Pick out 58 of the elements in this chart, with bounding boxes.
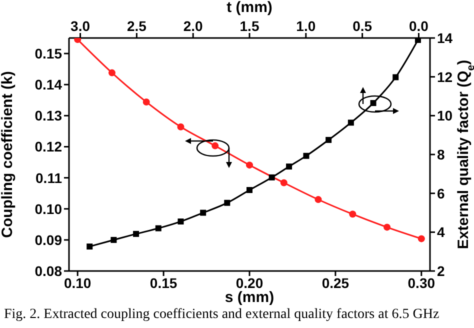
y2-tick-label: 14	[437, 30, 453, 46]
x2-axis-title: t (mm)	[226, 0, 272, 16]
y-tick-label: 0.10	[34, 200, 62, 217]
x-tick-label: 0.30	[408, 274, 436, 291]
point	[314, 196, 322, 204]
point	[268, 174, 275, 180]
x2-tick-label: 1.0	[296, 18, 316, 34]
x2-tick-label: 0.0	[408, 18, 429, 34]
point	[303, 152, 310, 159]
y2-tick-label: 4	[437, 224, 445, 240]
point	[280, 179, 288, 186]
y2-tick-label: 8	[437, 146, 445, 162]
y2-tick-label: 10	[437, 108, 453, 124]
y-tick-label: 0.13	[34, 108, 62, 124]
point	[142, 98, 150, 106]
point	[212, 142, 219, 150]
y-tick-label: 0.09	[34, 232, 62, 248]
y-tick-label: 0.08	[34, 262, 62, 279]
point	[246, 187, 252, 194]
y2-tick-label: 6	[437, 185, 445, 202]
x-axis-title: s (mm)	[224, 289, 274, 306]
point	[110, 236, 117, 243]
x-tick-label: 0.10	[64, 274, 92, 291]
point	[155, 225, 162, 232]
point	[178, 218, 184, 224]
x-tick-label: 0.25	[322, 274, 350, 291]
x2-tick-label: 2.0	[183, 18, 204, 34]
point	[370, 100, 376, 106]
point	[326, 136, 332, 143]
point	[133, 230, 140, 237]
x2-tick-label: 0.5	[352, 18, 372, 34]
point	[86, 244, 93, 250]
point	[392, 74, 399, 80]
y2-tick-label: 2	[437, 262, 445, 279]
x2-tick-label: 3.0	[70, 18, 90, 34]
point	[246, 162, 253, 169]
x-tick-label: 0.20	[236, 274, 264, 291]
y-tick-label: 0.11	[36, 170, 62, 186]
point	[414, 38, 421, 43]
x2-tick-label: 1.5	[240, 18, 260, 34]
point	[177, 123, 184, 130]
point	[418, 235, 425, 242]
y-tick-label: 0.14	[34, 76, 62, 93]
x2-tick-label: 2.5	[126, 18, 147, 34]
y-axis-title: Coupling coefficient (k)	[0, 71, 16, 238]
y-tick-label: 0.12	[34, 138, 62, 155]
point	[349, 210, 356, 218]
caption: Fig. 2. Extracted coupling coefficients and external quality factors at 6.5 GHz	[3, 306, 440, 323]
point	[74, 38, 82, 44]
point	[200, 210, 206, 216]
x-tick-label: 0.15	[150, 274, 178, 291]
point	[108, 69, 116, 76]
y2-tick-label: 12	[437, 68, 453, 85]
point	[286, 164, 292, 170]
point	[384, 224, 391, 231]
y-tick-label: 0.15	[34, 46, 62, 62]
point	[224, 200, 230, 206]
point	[348, 120, 354, 126]
